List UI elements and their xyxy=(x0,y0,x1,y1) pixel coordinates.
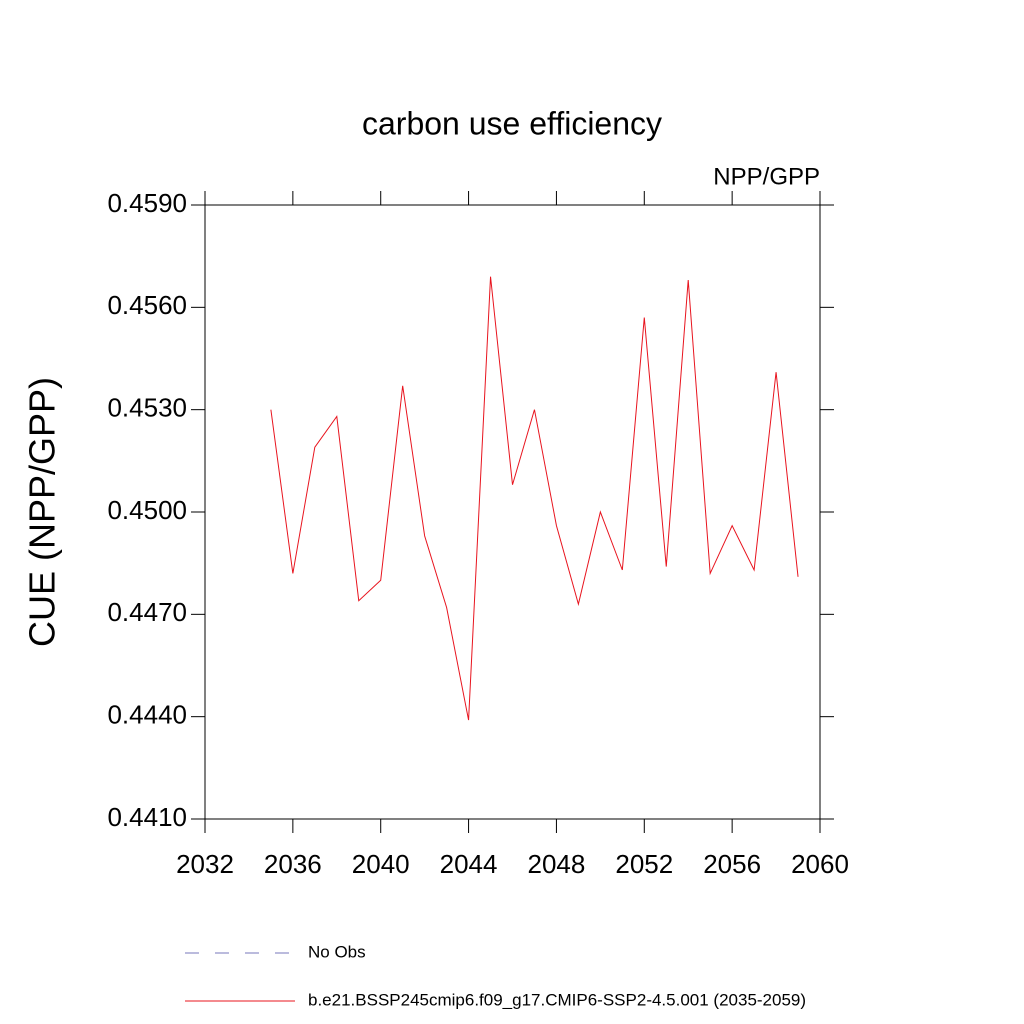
y-tick-label: 0.4470 xyxy=(107,597,187,627)
y-tick-label: 0.4500 xyxy=(107,495,187,525)
x-tick-label: 2056 xyxy=(703,849,761,879)
y-tick-label: 0.4410 xyxy=(107,802,187,832)
x-tick-label: 2060 xyxy=(791,849,849,879)
chart-subtitle: NPP/GPP xyxy=(713,163,820,190)
x-tick-label: 2040 xyxy=(352,849,410,879)
x-tick-label: 2052 xyxy=(615,849,673,879)
y-axis-label: CUE (NPP/GPP) xyxy=(22,377,63,647)
y-tick-label: 0.4560 xyxy=(107,290,187,320)
data-line xyxy=(270,276,799,721)
x-tick-label: 2048 xyxy=(528,849,586,879)
x-tick-label: 2044 xyxy=(440,849,498,879)
y-tick-label: 0.4440 xyxy=(107,700,187,730)
y-tick-label: 0.4530 xyxy=(107,393,187,423)
x-tick-label: 2036 xyxy=(264,849,322,879)
x-tick-label: 2032 xyxy=(176,849,234,879)
legend-label: No Obs xyxy=(308,942,366,961)
legend-label: b.e21.BSSP245cmip6.f09_g17.CMIP6-SSP2-4.… xyxy=(308,990,806,1009)
y-tick-label: 0.4590 xyxy=(107,188,187,218)
chart-title: carbon use efficiency xyxy=(362,105,662,141)
